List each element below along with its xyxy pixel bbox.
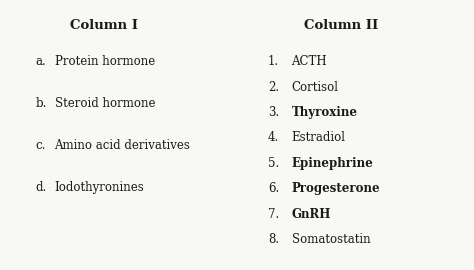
Text: Epinephrine: Epinephrine (292, 157, 373, 170)
Text: b.: b. (36, 97, 47, 110)
Text: Column II: Column II (304, 19, 378, 32)
Text: Cortisol: Cortisol (292, 81, 338, 94)
Text: Progesterone: Progesterone (292, 182, 380, 195)
Text: Somatostatin: Somatostatin (292, 233, 370, 246)
Text: 3.: 3. (268, 106, 279, 119)
Text: 4.: 4. (268, 131, 279, 144)
Text: ACTH: ACTH (292, 55, 327, 68)
Text: Column I: Column I (70, 19, 138, 32)
Text: 2.: 2. (268, 81, 279, 94)
Text: Estradiol: Estradiol (292, 131, 346, 144)
Text: Steroid hormone: Steroid hormone (55, 97, 155, 110)
Text: 6.: 6. (268, 182, 279, 195)
Text: 7.: 7. (268, 208, 279, 221)
Text: d.: d. (36, 181, 47, 194)
Text: Amino acid derivatives: Amino acid derivatives (55, 139, 191, 152)
Text: c.: c. (36, 139, 46, 152)
Text: 8.: 8. (268, 233, 279, 246)
Text: Thyroxine: Thyroxine (292, 106, 357, 119)
Text: GnRH: GnRH (292, 208, 331, 221)
Text: a.: a. (36, 55, 46, 68)
Text: 1.: 1. (268, 55, 279, 68)
Text: 5.: 5. (268, 157, 279, 170)
Text: Iodothyronines: Iodothyronines (55, 181, 144, 194)
Text: Protein hormone: Protein hormone (55, 55, 155, 68)
